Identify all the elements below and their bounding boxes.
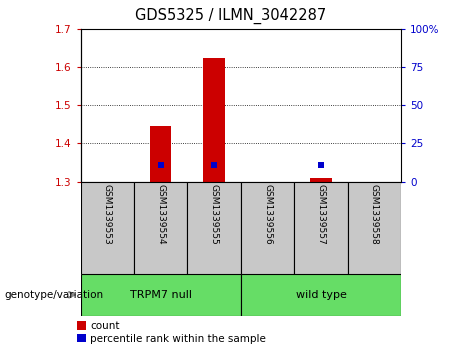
Bar [81,182,134,274]
Bar [241,274,401,316]
Bar [81,274,241,316]
Legend: count, percentile rank within the sample: count, percentile rank within the sample [77,321,266,344]
Bar [203,58,225,182]
Bar [310,178,331,182]
Text: GSM1339554: GSM1339554 [156,184,165,245]
Text: GSM1339556: GSM1339556 [263,184,272,245]
Text: GSM1339558: GSM1339558 [370,184,379,245]
Bar [188,182,241,274]
Bar [241,182,294,274]
Bar [134,182,188,274]
Text: TRPM7 null: TRPM7 null [130,290,192,300]
Text: GSM1339553: GSM1339553 [103,184,112,245]
Bar [294,182,348,274]
Text: wild type: wild type [296,290,346,300]
Bar [348,182,401,274]
Text: GDS5325 / ILMN_3042287: GDS5325 / ILMN_3042287 [135,8,326,24]
Text: GSM1339555: GSM1339555 [210,184,219,245]
Text: genotype/variation: genotype/variation [5,290,104,300]
Bar [150,126,171,182]
Text: GSM1339557: GSM1339557 [316,184,325,245]
